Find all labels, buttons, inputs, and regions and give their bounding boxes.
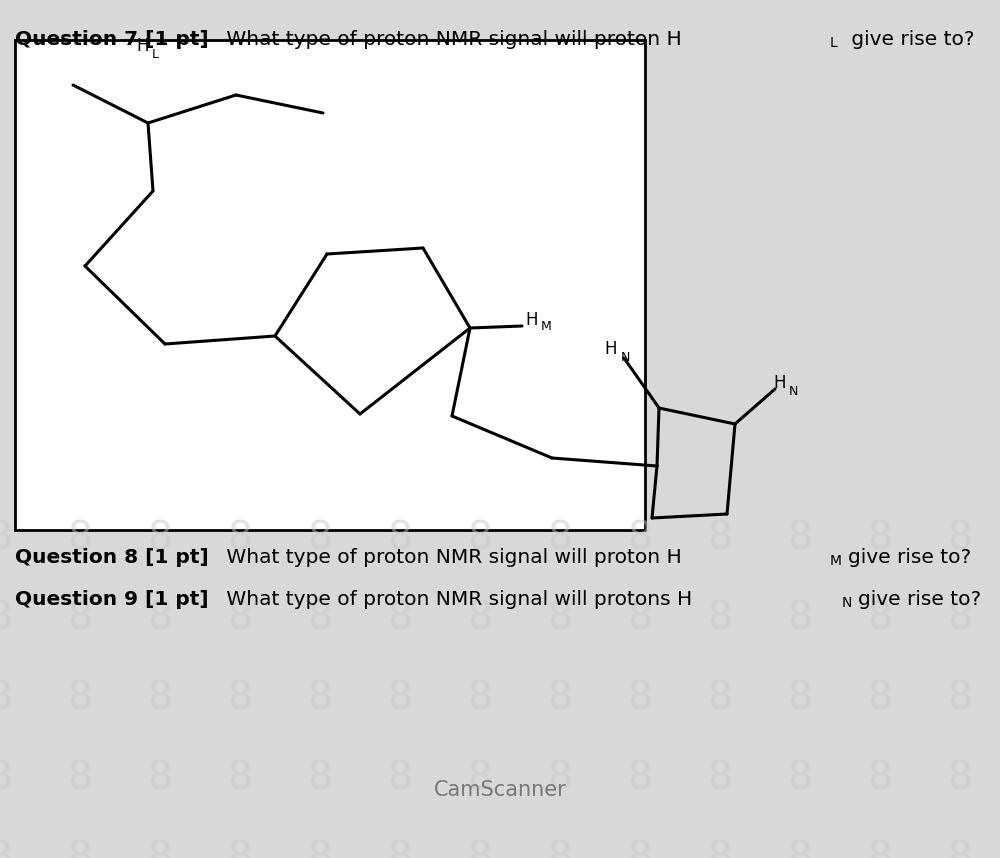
- Text: 8: 8: [628, 759, 652, 797]
- Text: Question 8 [1 pt]: Question 8 [1 pt]: [15, 548, 209, 567]
- Text: 8: 8: [868, 679, 892, 717]
- Text: give rise to?: give rise to?: [858, 590, 981, 609]
- Text: 8: 8: [308, 599, 332, 637]
- Text: give rise to?: give rise to?: [848, 548, 971, 567]
- Text: 8: 8: [548, 519, 572, 557]
- Text: 8: 8: [148, 519, 172, 557]
- Text: 8: 8: [228, 759, 252, 797]
- Text: 8: 8: [148, 679, 172, 717]
- Text: 8: 8: [68, 519, 92, 557]
- Text: CamScanner: CamScanner: [434, 780, 566, 800]
- Text: H: H: [604, 340, 616, 358]
- Text: 8: 8: [388, 839, 412, 858]
- Text: 8: 8: [948, 839, 972, 858]
- Text: 8: 8: [0, 759, 12, 797]
- Text: 8: 8: [708, 759, 732, 797]
- Text: 8: 8: [148, 759, 172, 797]
- Text: 8: 8: [788, 839, 812, 858]
- Text: 8: 8: [708, 839, 732, 858]
- Text: 8: 8: [68, 759, 92, 797]
- Text: What type of proton NMR signal will proton H: What type of proton NMR signal will prot…: [220, 548, 682, 567]
- Text: 8: 8: [948, 679, 972, 717]
- Text: N: N: [842, 596, 852, 610]
- Text: 8: 8: [308, 679, 332, 717]
- Text: 8: 8: [308, 759, 332, 797]
- Text: 8: 8: [548, 759, 572, 797]
- Text: 8: 8: [228, 839, 252, 858]
- Text: 8: 8: [628, 839, 652, 858]
- Text: 8: 8: [0, 599, 12, 637]
- Text: 8: 8: [468, 599, 492, 637]
- Text: 8: 8: [228, 599, 252, 637]
- Text: 8: 8: [0, 519, 12, 557]
- Bar: [15, 40, 645, 530]
- Text: 8: 8: [548, 839, 572, 858]
- Text: 8: 8: [308, 839, 332, 858]
- Text: 8: 8: [548, 599, 572, 637]
- Text: M: M: [541, 319, 552, 333]
- Text: 8: 8: [868, 519, 892, 557]
- Text: 8: 8: [708, 679, 732, 717]
- Text: 8: 8: [0, 839, 12, 858]
- Text: 8: 8: [388, 519, 412, 557]
- Text: 8: 8: [788, 759, 812, 797]
- Text: 8: 8: [788, 679, 812, 717]
- Text: 8: 8: [228, 519, 252, 557]
- Text: 8: 8: [68, 599, 92, 637]
- Text: 8: 8: [468, 759, 492, 797]
- Text: 8: 8: [708, 599, 732, 637]
- Text: 8: 8: [388, 759, 412, 797]
- Text: 8: 8: [948, 519, 972, 557]
- Text: 8: 8: [948, 759, 972, 797]
- Text: 8: 8: [868, 759, 892, 797]
- Text: Question 9 [1 pt]: Question 9 [1 pt]: [15, 590, 209, 609]
- Text: What type of proton NMR signal will protons H: What type of proton NMR signal will prot…: [220, 590, 692, 609]
- Text: N: N: [789, 385, 798, 398]
- Text: give rise to?: give rise to?: [845, 30, 974, 49]
- Text: 8: 8: [148, 599, 172, 637]
- Text: 8: 8: [468, 839, 492, 858]
- Text: 8: 8: [468, 519, 492, 557]
- Text: 8: 8: [68, 839, 92, 858]
- Text: N: N: [621, 351, 630, 364]
- Text: 8: 8: [948, 599, 972, 637]
- Text: 8: 8: [548, 679, 572, 717]
- Text: 8: 8: [0, 679, 12, 717]
- Text: 8: 8: [388, 679, 412, 717]
- Text: 8: 8: [628, 519, 652, 557]
- Text: Question 7 [1 pt]: Question 7 [1 pt]: [15, 30, 209, 49]
- Text: 8: 8: [788, 599, 812, 637]
- Text: H: H: [136, 37, 148, 55]
- Text: 8: 8: [228, 679, 252, 717]
- Text: M: M: [830, 554, 842, 568]
- Text: H: H: [773, 374, 786, 392]
- Text: L: L: [830, 36, 838, 50]
- Text: 8: 8: [148, 839, 172, 858]
- Text: 8: 8: [868, 839, 892, 858]
- Text: 8: 8: [628, 599, 652, 637]
- Text: What type of proton NMR signal will proton H: What type of proton NMR signal will prot…: [220, 30, 682, 49]
- Text: 8: 8: [788, 519, 812, 557]
- Text: 8: 8: [68, 679, 92, 717]
- Text: L: L: [152, 48, 159, 61]
- Text: 8: 8: [388, 599, 412, 637]
- Text: 8: 8: [628, 679, 652, 717]
- Text: 8: 8: [868, 599, 892, 637]
- Text: 8: 8: [308, 519, 332, 557]
- Text: 8: 8: [708, 519, 732, 557]
- Text: 8: 8: [468, 679, 492, 717]
- Text: H: H: [525, 311, 538, 329]
